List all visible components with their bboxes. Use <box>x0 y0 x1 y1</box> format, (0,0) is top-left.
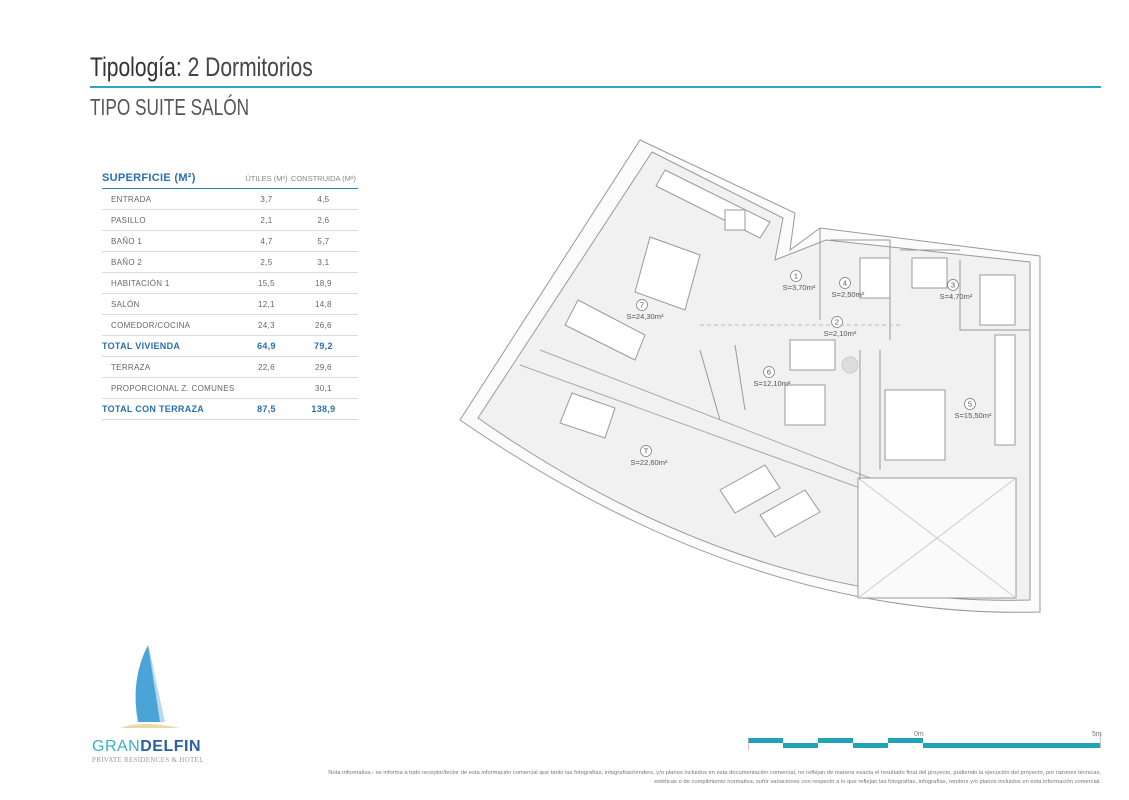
table-header-utiles: ÚTILES (M²) <box>244 172 289 189</box>
room-number-circle <box>636 299 648 311</box>
row-construida: 4,5 <box>288 188 358 210</box>
row-utiles: 24,3 <box>244 314 289 336</box>
table-row: TERRAZA 22,6 29,6 <box>102 356 358 378</box>
row-utiles: 87,5 <box>244 398 289 420</box>
room-number: 6 <box>767 368 771 377</box>
room-label: 4 S=2,50m² <box>832 277 865 299</box>
room-label: 3 S=4,70m² <box>940 279 973 301</box>
room-number-circle <box>640 445 652 457</box>
table-header-construida: CONSTRUIDA (M²) <box>288 172 358 189</box>
room-area: S=3,70m² <box>783 283 816 292</box>
room-area: S=4,70m² <box>940 292 973 301</box>
table-row: HABITACIÓN 1 15,5 18,9 <box>102 272 358 294</box>
row-name: ENTRADA <box>102 188 245 210</box>
row-name: TOTAL VIVIENDA <box>102 335 245 357</box>
room-label: 6 S=12,10m² <box>754 366 791 388</box>
title-value: 2 Dormitorios <box>187 52 313 82</box>
room-area: S=2,10m² <box>824 329 857 338</box>
row-utiles: 2,1 <box>244 209 289 231</box>
room-number: 7 <box>640 301 644 310</box>
room-number: 1 <box>794 272 798 281</box>
table-row: TOTAL VIVIENDA 64,9 79,2 <box>102 335 358 357</box>
page-title: Tipología: 2 Dormitorios <box>90 52 313 83</box>
room-area: S=12,10m² <box>754 379 791 388</box>
row-construida: 14,8 <box>288 293 358 315</box>
row-construida: 29,6 <box>288 356 358 378</box>
table-row: BAÑO 1 4,7 5,7 <box>102 230 358 252</box>
table-header-surface: SUPERFICIE (M²) <box>102 172 245 189</box>
row-utiles: 3,7 <box>244 188 289 210</box>
row-construida: 5,7 <box>288 230 358 252</box>
room-number-circle <box>947 279 959 291</box>
room-label: 1 S=3,70m² <box>783 270 816 292</box>
row-utiles: 22,6 <box>244 356 289 378</box>
room-label: 5 S=15,50m² <box>955 398 992 420</box>
row-utiles: 64,9 <box>244 335 289 357</box>
room-area: S=15,50m² <box>955 411 992 420</box>
row-utiles: 15,5 <box>244 272 289 294</box>
row-utiles: 4,7 <box>244 230 289 252</box>
room-label: T S=22,60m² <box>631 445 668 467</box>
title-label: Tipología: <box>90 52 182 82</box>
row-name: COMEDOR/COCINA <box>102 314 245 336</box>
room-number-circle <box>763 366 775 378</box>
row-construida: 79,2 <box>288 335 358 357</box>
row-construida: 3,1 <box>288 251 358 273</box>
room-number: 3 <box>951 281 955 290</box>
room-number: T <box>644 447 649 456</box>
row-construida: 2,6 <box>288 209 358 231</box>
gran-delfin-logo-icon <box>120 645 180 728</box>
brand-right: DELFIN <box>140 738 202 755</box>
room-number-circle <box>831 316 843 328</box>
room-area: S=2,50m² <box>832 290 865 299</box>
row-construida: 26,6 <box>288 314 358 336</box>
scale-start-label: 0m <box>914 731 924 738</box>
room-number-circle <box>839 277 851 289</box>
table-row: ENTRADA 3,7 4,5 <box>102 188 358 210</box>
brand-tagline: PRIVATE RESIDENCES & HOTEL <box>92 756 204 764</box>
row-construida: 18,9 <box>288 272 358 294</box>
row-utiles <box>244 377 289 399</box>
room-number-circle <box>790 270 802 282</box>
room-label: 7 S=24,30m² <box>627 299 664 321</box>
brand-left: GRAN <box>92 738 141 755</box>
room-number: 4 <box>843 279 847 288</box>
brand-name: GRANDELFIN <box>92 738 201 756</box>
table-row: TOTAL CON TERRAZA 87,5 138,9 <box>102 398 358 420</box>
table-row: COMEDOR/COCINA 24,3 26,6 <box>102 314 358 336</box>
room-number: 2 <box>835 318 839 327</box>
scale-bar <box>748 733 1101 750</box>
table-row: PASILLO 2,1 2,6 <box>102 209 358 231</box>
row-name: HABITACIÓN 1 <box>102 272 245 294</box>
legal-note: Nota informativa.- se informa a todo rec… <box>328 770 1101 785</box>
room-number: 5 <box>968 400 972 409</box>
row-name: TOTAL CON TERRAZA <box>102 398 245 420</box>
row-utiles: 2,5 <box>244 251 289 273</box>
room-area: S=24,30m² <box>627 312 664 321</box>
room-label: 2 S=2,10m² <box>824 316 857 338</box>
table-row: SALÓN 12,1 14,8 <box>102 293 358 315</box>
row-utiles: 12,1 <box>244 293 289 315</box>
row-construida: 30,1 <box>288 377 358 399</box>
page-subtitle: TIPO SUITE SALÓN <box>90 94 250 120</box>
row-name: SALÓN <box>102 293 245 315</box>
row-name: TERRAZA <box>102 356 245 378</box>
row-name: PASILLO <box>102 209 245 231</box>
scale-end-label: 5m <box>1092 731 1102 738</box>
row-name: BAÑO 1 <box>102 230 245 252</box>
row-construida: 138,9 <box>288 398 358 420</box>
surface-table: SUPERFICIE (M²) ÚTILES (M²) CONSTRUIDA (… <box>102 172 358 420</box>
table-row: BAÑO 2 2,5 3,1 <box>102 251 358 273</box>
title-divider <box>90 86 1101 88</box>
room-number-circle <box>964 398 976 410</box>
table-row: PROPORCIONAL Z. COMUNES 30,1 <box>102 377 358 399</box>
row-name: BAÑO 2 <box>102 251 245 273</box>
row-name: PROPORCIONAL Z. COMUNES <box>102 377 245 399</box>
room-area: S=22,60m² <box>631 458 668 467</box>
